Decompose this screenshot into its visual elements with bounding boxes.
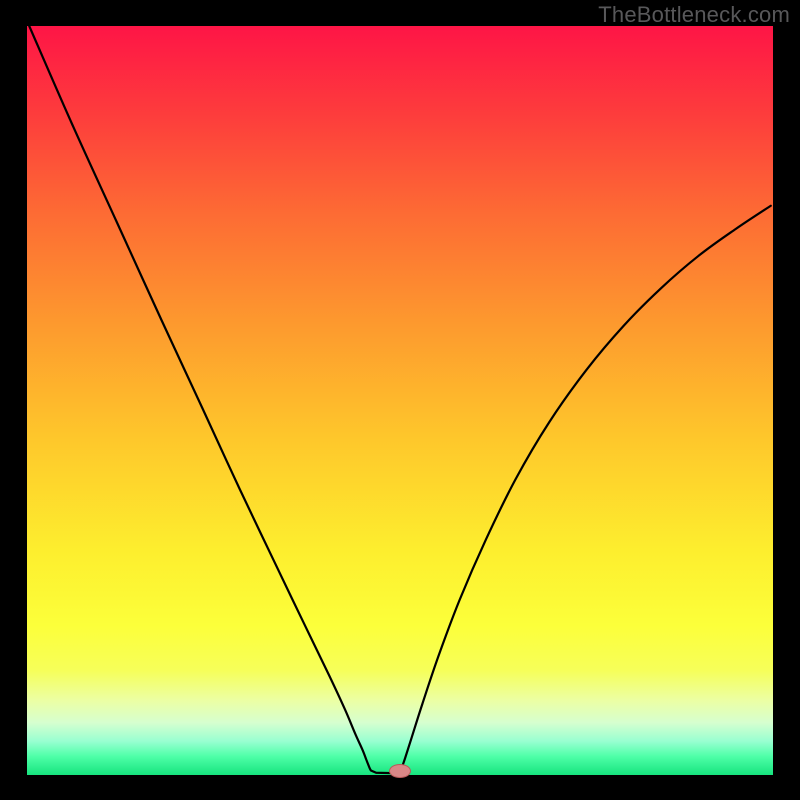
trough-marker [389, 764, 411, 778]
watermark-text: TheBottleneck.com [598, 2, 790, 28]
bottleneck-curve [29, 26, 771, 773]
chart-svg [27, 26, 773, 775]
plot-area [27, 26, 773, 775]
